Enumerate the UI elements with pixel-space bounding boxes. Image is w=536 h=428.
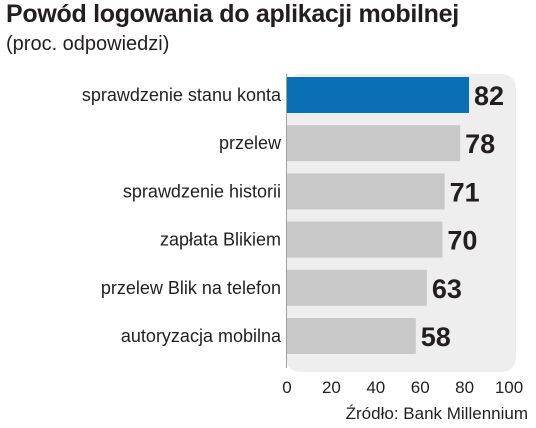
bar-0 xyxy=(287,77,470,113)
bar-5 xyxy=(287,318,416,354)
bar-1 xyxy=(287,125,461,162)
category-label-0: sprawdzenie stanu konta xyxy=(82,85,282,105)
x-tick-label-5: 100 xyxy=(495,378,523,397)
x-tick-label-4: 80 xyxy=(455,378,474,397)
value-label-4: 63 xyxy=(432,274,462,304)
x-tick-label-2: 40 xyxy=(366,378,385,397)
category-label-5: autoryzacja mobilna xyxy=(121,326,282,346)
category-label-1: przelew xyxy=(219,133,282,153)
bar-2 xyxy=(287,173,445,210)
x-tick-label-3: 60 xyxy=(411,378,430,397)
category-label-4: przelew Blik na telefon xyxy=(101,278,281,298)
value-label-1: 78 xyxy=(465,129,495,159)
category-label-2: sprawdzenie historii xyxy=(123,181,281,201)
value-label-0: 82 xyxy=(474,81,504,111)
category-label-3: zapłata Blikiem xyxy=(160,230,281,250)
source-note: Źródło: Bank Millennium xyxy=(345,404,528,423)
value-label-2: 71 xyxy=(450,177,480,207)
x-tick-label-1: 20 xyxy=(322,378,341,397)
chart-subtitle: (proc. odpowiedzi) xyxy=(6,33,170,55)
bar-3 xyxy=(287,221,443,258)
value-label-3: 70 xyxy=(447,226,477,256)
bar-4 xyxy=(287,269,427,306)
value-label-5: 58 xyxy=(421,322,451,352)
x-tick-label-0: 0 xyxy=(282,378,291,397)
chart-title: Powód logowania do aplikacji mobilnej xyxy=(6,0,459,28)
